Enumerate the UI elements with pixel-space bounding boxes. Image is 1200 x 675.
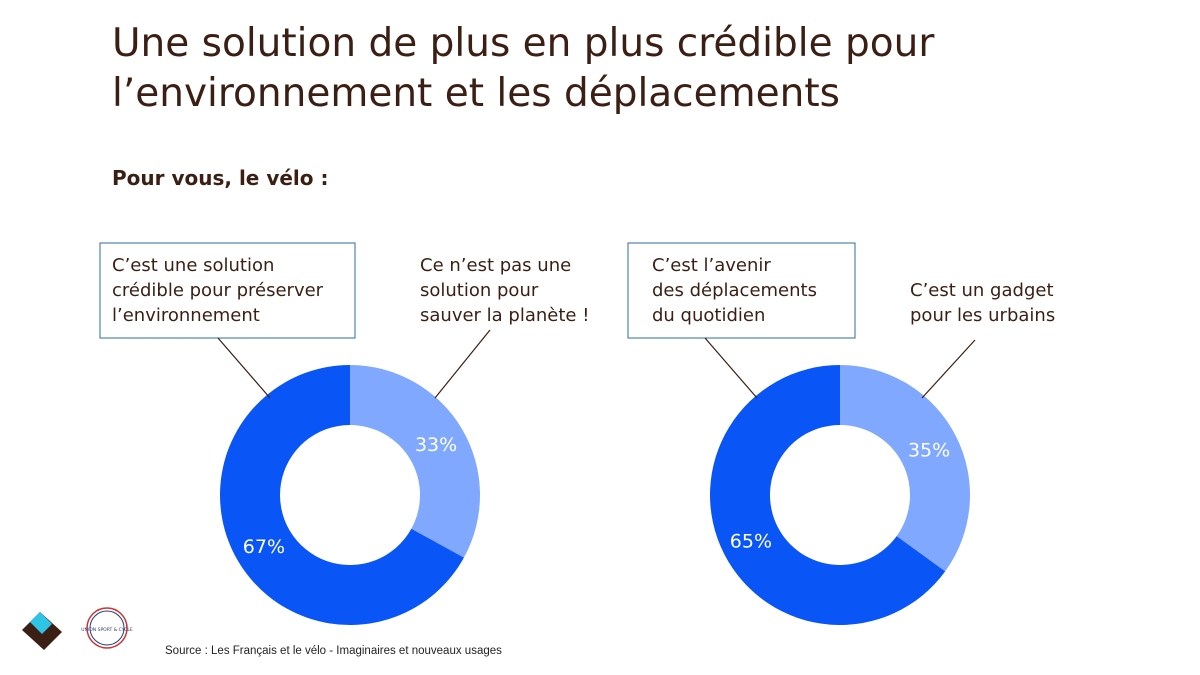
category-label: C’est l’avenir des déplacements du quotidi… bbox=[652, 255, 817, 326]
leader-line bbox=[921, 339, 976, 399]
category-label: C’est une solution crédible pour préserve… bbox=[112, 255, 324, 326]
value-label: 67% bbox=[243, 536, 285, 558]
donut-segment bbox=[710, 364, 946, 625]
logo-right: UNION SPORT & CYCLE bbox=[81, 607, 133, 649]
donut-segment bbox=[350, 365, 480, 558]
leader-line bbox=[217, 337, 271, 399]
value-label: 65% bbox=[730, 530, 772, 552]
subtitle: Pour vous, le vélo : bbox=[112, 166, 328, 190]
category-label: C’est un gadget pour les urbains bbox=[910, 280, 1055, 326]
label-box bbox=[99, 242, 356, 339]
leader-line bbox=[434, 329, 491, 399]
source: Source : Les Français et le vélo - Imagi… bbox=[165, 645, 502, 657]
donut-segment bbox=[840, 365, 970, 572]
donut-segment bbox=[219, 365, 464, 626]
logo-left bbox=[22, 612, 62, 650]
slide-title: Une solution de plus en plus crédible po… bbox=[112, 21, 935, 116]
value-label: 35% bbox=[908, 440, 950, 462]
logo-text: UNION SPORT & CYCLE bbox=[81, 627, 133, 633]
value-label: 33% bbox=[415, 434, 457, 456]
leader-line bbox=[704, 337, 758, 399]
category-label: Ce n’est pas une solution pour sauver la p… bbox=[420, 255, 589, 326]
label-box bbox=[627, 242, 856, 339]
